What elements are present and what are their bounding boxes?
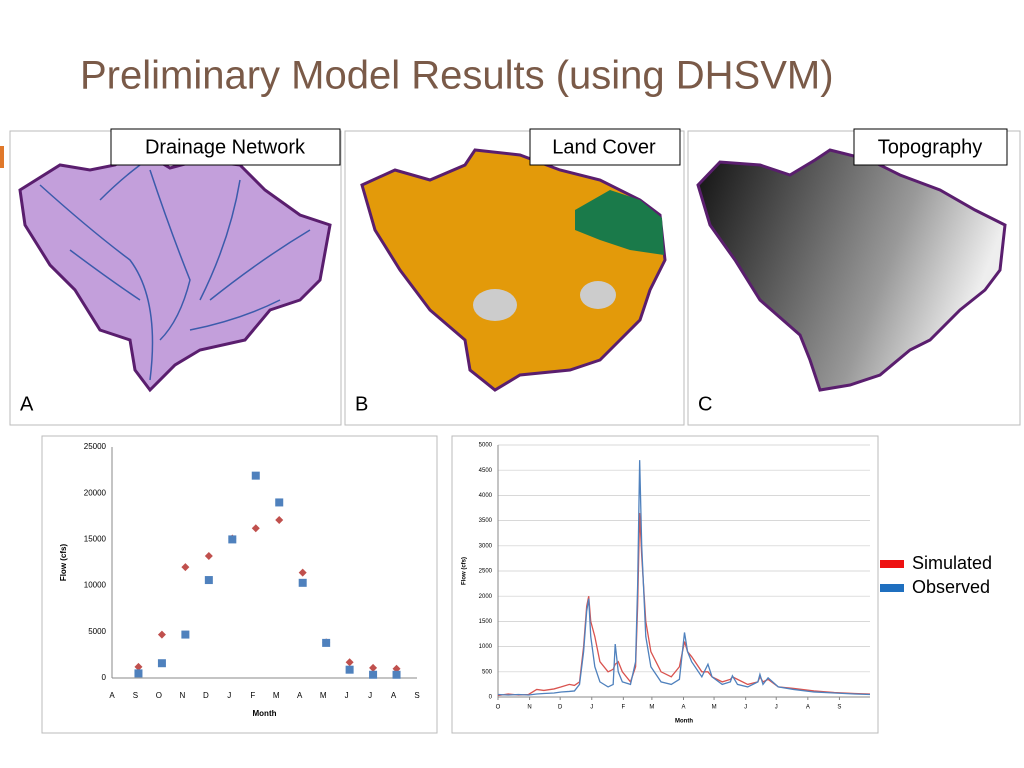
topography: [696, 148, 1007, 392]
map-letter: C: [698, 393, 712, 415]
point: [228, 535, 237, 544]
slide-title: Preliminary Model Results (using DHSVM): [80, 54, 834, 98]
point: [345, 658, 354, 667]
map-label-box: [529, 128, 681, 166]
point: [204, 576, 213, 585]
y-tick-label: 3500: [479, 518, 493, 524]
map-label: Topography: [878, 136, 983, 158]
x-tick-label: J: [345, 691, 349, 700]
rivers: [39, 164, 311, 381]
point: [322, 638, 331, 647]
x-tick-label: A: [391, 691, 397, 700]
forest: [575, 190, 664, 255]
map-label: Land Cover: [552, 136, 656, 158]
x-tick-label: J: [368, 691, 372, 700]
x-tick-label: N: [527, 705, 531, 711]
y-tick-label: 5000: [479, 443, 493, 449]
x-tick-label: A: [109, 691, 115, 700]
y-tick-label: 4500: [479, 468, 493, 474]
x-tick-label: F: [622, 705, 626, 711]
y-tick-label: 15000: [84, 535, 107, 544]
x-tick-label: M: [273, 691, 280, 700]
y-tick-label: 500: [482, 669, 493, 675]
y-tick-label: 2000: [479, 594, 493, 600]
x-tick-label: O: [156, 691, 162, 700]
map-label-box: [853, 128, 1008, 166]
y-tick-label: 10000: [84, 581, 107, 590]
y-axis-label: Flow (cfs): [59, 544, 68, 582]
point: [181, 563, 190, 572]
point: [392, 664, 401, 673]
x-tick-label: F: [250, 691, 255, 700]
x-tick-label: D: [558, 705, 563, 711]
point: [181, 630, 190, 639]
point: [369, 663, 378, 672]
x-tick-label: O: [496, 705, 501, 711]
chart-frame: [41, 435, 438, 734]
y-tick-label: 2500: [479, 569, 493, 575]
point: [251, 471, 260, 480]
x-tick-label: S: [837, 705, 841, 711]
x-tick-label: J: [227, 691, 231, 700]
y-tick-label: 5000: [88, 627, 106, 636]
y-axis-label: Flow (cfs): [462, 557, 468, 585]
point: [157, 659, 166, 668]
point: [134, 662, 143, 671]
series-line: [497, 460, 871, 696]
y-tick-label: 25000: [84, 442, 107, 451]
point: [298, 568, 307, 577]
legend-swatch: [880, 560, 904, 568]
x-axis-label: Month: [675, 719, 693, 725]
point: [157, 630, 166, 639]
x-tick-label: S: [133, 691, 138, 700]
point: [204, 552, 213, 561]
map-label-box: [110, 128, 341, 166]
y-tick-label: 0: [489, 695, 493, 701]
y-tick-label: 0: [102, 673, 107, 682]
map-label: Drainage Network: [145, 136, 306, 158]
point: [392, 670, 401, 679]
y-tick-label: 4000: [479, 493, 493, 499]
point: [251, 524, 260, 533]
y-tick-label: 1500: [479, 619, 493, 625]
point: [345, 665, 354, 674]
x-tick-label: A: [806, 705, 810, 711]
chart-frame: [451, 435, 879, 734]
x-tick-label: M: [712, 705, 717, 711]
point: [134, 669, 143, 678]
urban: [473, 289, 517, 321]
urban: [580, 281, 616, 309]
x-axis-label: Month: [253, 709, 277, 718]
point: [298, 578, 307, 587]
x-tick-label: J: [744, 705, 747, 711]
x-tick-label: J: [590, 705, 593, 711]
y-tick-label: 1000: [479, 644, 493, 650]
accent: [0, 146, 4, 168]
legend-swatch: [880, 584, 904, 592]
point: [369, 670, 378, 679]
x-tick-label: N: [179, 691, 185, 700]
x-tick-label: M: [649, 705, 654, 711]
legend-label: Simulated: [912, 553, 992, 573]
legend-label: Observed: [912, 577, 990, 597]
x-tick-label: D: [203, 691, 209, 700]
y-tick-label: 20000: [84, 488, 107, 497]
map-letter: A: [20, 393, 34, 415]
x-tick-label: A: [297, 691, 303, 700]
x-tick-label: M: [320, 691, 327, 700]
point: [275, 498, 284, 507]
point: [275, 515, 284, 524]
y-tick-label: 3000: [479, 543, 493, 549]
x-tick-label: A: [681, 705, 685, 711]
x-tick-label: J: [775, 705, 778, 711]
map-letter: B: [355, 393, 368, 415]
x-tick-label: S: [414, 691, 419, 700]
